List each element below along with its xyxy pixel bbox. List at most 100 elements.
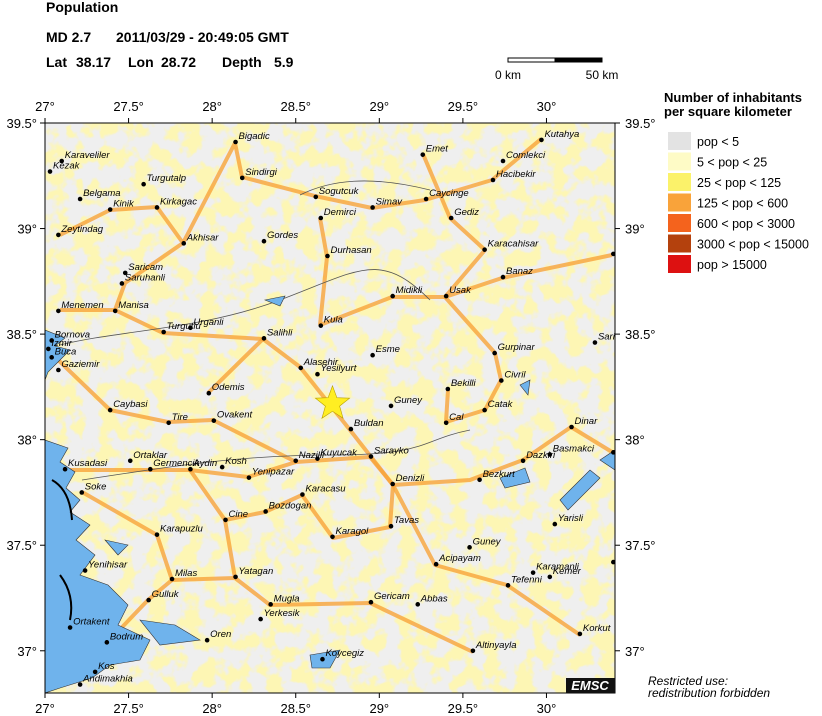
lat-tick-label: 38° — [17, 433, 37, 448]
lat-tick-label: 39.5° — [6, 116, 37, 131]
city-label: Turgutalp — [147, 173, 186, 184]
epicenter-star — [314, 384, 351, 419]
lat-tick-label: 39.5° — [625, 116, 656, 131]
city-dot — [577, 631, 583, 637]
city-dot — [211, 418, 217, 423]
city-label: Sindirgi — [245, 167, 278, 178]
city-label: Kosh — [225, 456, 247, 467]
city-label: Simav — [376, 196, 404, 207]
city-dot — [79, 490, 85, 495]
city-dot — [204, 637, 210, 643]
graticule-ticks: 27° 27° 27.5° 27.5° 28° 28° 28.5° 28.5° 29° 29° 29… — [6, 99, 655, 716]
lat-tick-label: 37° — [625, 644, 645, 659]
city-dot — [112, 308, 118, 314]
scale-end: 50 km — [586, 68, 619, 82]
legend-swatch — [668, 152, 691, 171]
city-label: Sari — [598, 332, 616, 343]
lat-tick-label: 38.5° — [6, 327, 37, 342]
city-label: Yenihisar — [88, 560, 128, 571]
city-label: Durhasan — [330, 245, 371, 256]
city-label: Kula — [324, 315, 343, 326]
city-label: Salihli — [267, 327, 293, 338]
city-label: Mugla — [274, 593, 300, 604]
legend-swatch — [668, 234, 691, 253]
city-label: Saricam — [128, 262, 163, 273]
city-dot — [611, 559, 615, 565]
legend-label: 125 < pop < 600 — [697, 197, 788, 211]
city-label: Milas — [175, 568, 197, 579]
city-label: Yenipazar — [252, 467, 295, 478]
city-label: Kezak — [53, 161, 81, 172]
title: Population — [46, 0, 118, 15]
city-dot — [318, 215, 324, 221]
city-dot — [315, 456, 320, 461]
lon-tick-label: 28° — [202, 99, 222, 114]
city-dot — [154, 205, 160, 210]
lat-tick-label: 38.5° — [625, 327, 656, 342]
datetime: 2011/03/29 - 20:49:05 GMT — [116, 29, 289, 45]
city-label: Oren — [210, 629, 231, 640]
notice: Restricted use: — [648, 674, 728, 688]
city-dot — [470, 648, 476, 654]
city-dot — [59, 158, 65, 164]
city-dot — [169, 576, 175, 582]
city-label: Gulluk — [152, 589, 180, 600]
city-label: Yarisli — [558, 513, 584, 524]
legend-label: pop > 15000 — [697, 258, 767, 272]
agency: EMSC — [571, 678, 609, 693]
city-dot — [500, 274, 506, 280]
city-dot — [188, 466, 193, 472]
city-dot — [390, 293, 395, 299]
city-dot — [148, 466, 153, 472]
lon-tick-label: 29° — [369, 99, 389, 114]
city-label: Dazkiri — [526, 450, 556, 461]
depth-label: Depth — [222, 54, 262, 70]
scale-start: 0 km — [495, 68, 521, 82]
city-label: Banaz — [506, 266, 533, 277]
city-label: Karacasu — [305, 484, 346, 495]
city-dot — [467, 545, 472, 550]
city-label: Kos — [98, 661, 115, 672]
city-dot — [181, 241, 187, 246]
city-label: Civril — [504, 370, 526, 381]
city-dot — [141, 181, 146, 187]
city-dot — [239, 175, 245, 181]
city-label: Yesilyurt — [320, 363, 356, 374]
legend-label: 3000 < pop < 15000 — [697, 238, 809, 252]
city-label: Tire — [172, 412, 188, 423]
lon-tick-label: 29.5° — [448, 701, 479, 716]
epicenter — [314, 384, 351, 419]
city-label: Gediz — [454, 207, 479, 218]
city-dot — [388, 523, 394, 529]
city-label: Guney — [473, 536, 502, 547]
city-label: Belgama — [83, 188, 121, 199]
city-label: Gordes — [267, 230, 298, 241]
city-dot — [423, 196, 429, 202]
city-dot — [261, 336, 267, 341]
city-dot — [592, 340, 598, 345]
city-label: Gurpinar — [498, 342, 536, 353]
city-dot — [298, 365, 304, 371]
city-dot — [127, 458, 133, 464]
legend-label: pop < 5 — [697, 135, 739, 149]
city-dot — [233, 139, 238, 145]
city-dot — [477, 477, 482, 483]
city-label: Bodrum — [110, 631, 143, 642]
lon-tick-label: 30° — [537, 701, 557, 716]
city-label: Aydin — [192, 458, 217, 469]
city-dot — [433, 561, 439, 567]
city-label: Dinar — [575, 416, 599, 427]
lon-tick-label: 30° — [537, 99, 557, 114]
city-dot — [246, 475, 252, 480]
city-label: Yerkesik — [264, 608, 301, 619]
city-dot — [368, 454, 374, 459]
lon-tick-label: 29.5° — [448, 99, 479, 114]
city-dot — [67, 625, 73, 630]
scale-segment — [554, 57, 603, 63]
city-dot — [370, 352, 375, 358]
city-label: Karapuzlu — [160, 524, 203, 535]
city-label: Demirci — [324, 207, 357, 218]
city-dot — [62, 466, 68, 472]
city-dot — [415, 602, 421, 607]
city-dot — [611, 251, 615, 257]
